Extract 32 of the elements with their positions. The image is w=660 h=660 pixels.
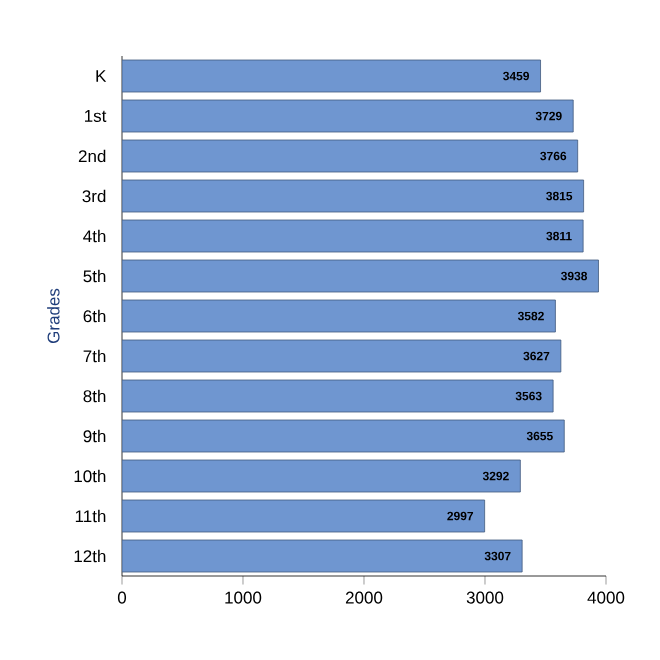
bar [122,379,554,413]
bar [122,299,556,333]
y-tick-label: 12th [74,549,106,563]
bar [122,99,574,133]
x-tick-label: 4000 [587,591,625,604]
y-tick-label: 1st [85,110,107,122]
y-tick-label: 5th [83,269,106,283]
bar [122,499,486,533]
y-tick-label: 4th [83,229,106,243]
bar [122,339,562,373]
bar [122,219,584,253]
y-tick-label: K [96,70,107,82]
bar [122,459,521,493]
y-tick-label: 10th [74,469,106,483]
bar [122,179,585,213]
bar [122,539,523,573]
y-tick-label: 8th [83,389,106,403]
y-tick-label: 2nd [78,149,106,163]
y-tick-label: 7th [83,349,106,363]
bar [122,60,541,93]
bar [122,139,579,173]
bar [122,419,565,453]
y-tick-label: 11th [75,509,106,523]
y-tick-label: 3rd [82,189,106,203]
y-tick-label: 9th [83,429,106,443]
x-tick-label: 2000 [345,591,383,604]
x-tick-label: 3000 [466,591,504,604]
y-axis-title: Grades [47,288,60,344]
x-tick-label: 1000 [225,591,262,604]
y-tick-label: 6th [83,309,106,323]
x-tick-label: 0 [117,591,127,604]
bar [122,259,599,293]
